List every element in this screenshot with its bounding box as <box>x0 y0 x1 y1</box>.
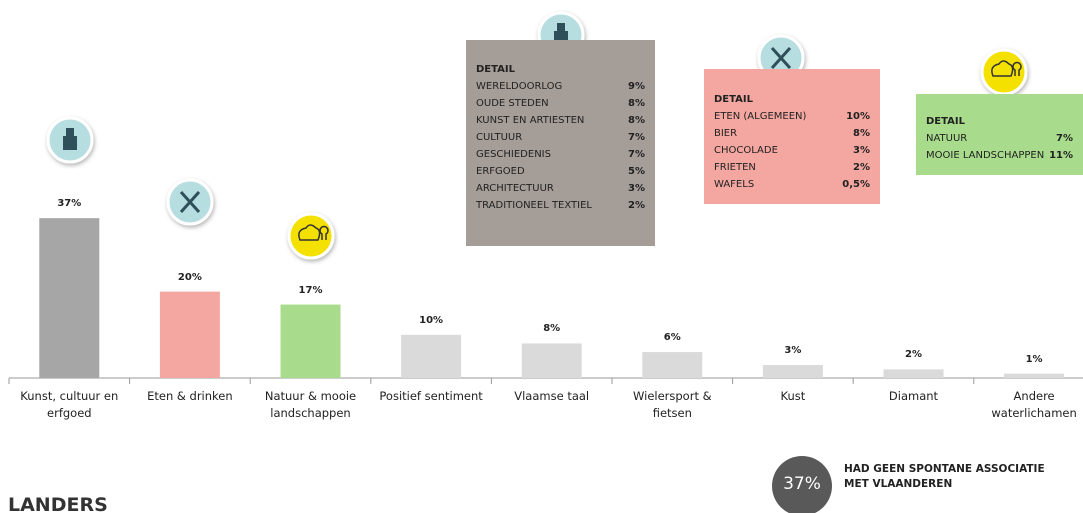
culture-glyph <box>63 128 77 150</box>
x-tick-label: Kust <box>780 389 806 403</box>
value-label: 37% <box>57 198 82 210</box>
detail-box: DETAIL WERELDOORLOG 9% OUDE STEDEN 8% KUNST E… <box>466 40 655 246</box>
detail-value: 3% <box>628 183 645 194</box>
heading: LANDERS <box>8 494 108 513</box>
detail-row: WERELDOORLOG 9% <box>476 78 645 95</box>
detail-value: 7% <box>1056 133 1073 144</box>
detail-label: CULTUUR <box>476 132 523 143</box>
detail-row: KUNST EN ARTIESTEN 8% <box>476 112 645 129</box>
value-label: 20% <box>177 271 202 283</box>
detail-value: 8% <box>853 128 870 139</box>
detail-value: 8% <box>628 115 645 126</box>
nature-icon <box>287 212 335 260</box>
stat-text: HAD GEEN SPONTANE ASSOCIATIE MET VLAANDE… <box>844 463 1045 490</box>
detail-value: 2% <box>628 200 645 211</box>
detail-row: MOOIE LANDSCHAPPEN 11% <box>926 147 1073 164</box>
food-glyph <box>770 46 792 70</box>
detail-value: 8% <box>628 98 645 109</box>
nature-glyph <box>298 224 329 241</box>
detail-label: BIER <box>714 128 738 139</box>
value-label: 2% <box>905 349 922 361</box>
detail-label: TRADITIONEEL TEXTIEL <box>476 200 592 211</box>
detail-row: CULTUUR 7% <box>476 129 645 146</box>
detail-value: 9% <box>628 81 645 92</box>
x-tick-label: Kunst, cultuur en erfgoed <box>20 389 119 420</box>
x-tick-label: Natuur & mooie landschappen <box>264 389 357 420</box>
stat-circle <box>772 456 832 513</box>
detail-label: ERFGOED <box>476 166 525 177</box>
value-label: 6% <box>663 332 681 344</box>
x-tick-label: Wielersport & fietsen <box>633 389 712 420</box>
detail-value: 7% <box>628 132 645 143</box>
detail-value: 3% <box>853 145 870 156</box>
bar <box>280 304 341 378</box>
detail-label: GESCHIEDENIS <box>476 149 551 160</box>
detail-value: 7% <box>628 149 645 160</box>
x-tick-label: Vlaamse taal <box>514 389 590 403</box>
detail-value: 11% <box>1049 150 1073 161</box>
detail-value: 0,5% <box>842 179 870 190</box>
value-label: 10% <box>419 314 444 326</box>
detail-label: ETEN (ALGEMEEN) <box>714 111 807 122</box>
detail-row: FRIETEN 2% <box>714 159 870 176</box>
value-label: 3% <box>784 345 802 357</box>
stat: 37% <box>783 474 821 494</box>
detail-label: MOOIE LANDSCHAPPEN <box>926 150 1045 161</box>
value-label: 17% <box>298 284 323 296</box>
bar <box>401 334 462 378</box>
detail-label: CHOCOLADE <box>714 145 778 156</box>
detail-title: DETAIL <box>476 64 516 75</box>
bar <box>39 218 100 378</box>
detail-label: WERELDOORLOG <box>476 81 563 92</box>
bar <box>642 352 703 378</box>
detail-row: GESCHIEDENIS 7% <box>476 146 645 163</box>
detail-row: TRADITIONEEL TEXTIEL 2% <box>476 197 645 214</box>
detail-row: ERFGOED 5% <box>476 163 645 180</box>
detail-label: WAFELS <box>714 179 755 190</box>
bar <box>883 369 944 378</box>
detail-row: BIER 8% <box>714 125 870 142</box>
detail-row: NATUUR 7% <box>926 130 1073 147</box>
nature-glyph <box>991 60 1022 77</box>
detail-row: ARCHITECTUUR 3% <box>476 180 645 197</box>
detail-title: DETAIL <box>926 116 966 127</box>
detail-value: 5% <box>628 166 645 177</box>
detail-title: DETAIL <box>714 94 754 105</box>
culture-glyph <box>554 23 568 45</box>
detail-label: ARCHITECTUUR <box>476 183 554 194</box>
detail-value: 10% <box>846 111 870 122</box>
detail-box: DETAIL NATUUR 7% MOOIE LANDSCHAPPEN 11% <box>916 94 1083 175</box>
detail-value: 2% <box>853 162 870 173</box>
x-tick-label: Diamant <box>888 389 939 403</box>
detail-row: WAFELS 0,5% <box>714 176 870 193</box>
bar <box>762 365 823 378</box>
detail-row: OUDE STEDEN 8% <box>476 95 645 112</box>
detail-label: FRIETEN <box>714 162 756 173</box>
bar <box>159 291 220 378</box>
detail-label: NATUUR <box>926 133 968 144</box>
detail-label: OUDE STEDEN <box>476 98 549 109</box>
value-label: 8% <box>543 323 561 335</box>
detail-label: KUNST EN ARTIESTEN <box>476 115 585 126</box>
detail-box: DETAIL ETEN (ALGEMEEN) 10% BIER 8% CHOCOLADE 3… <box>704 69 880 204</box>
detail-row: ETEN (ALGEMEEN) 10% <box>714 108 870 125</box>
x-tick-label: Positief sentiment <box>379 389 483 403</box>
food-glyph <box>179 190 201 214</box>
value-label: 1% <box>1025 353 1043 365</box>
detail-row: CHOCOLADE 3% <box>714 142 870 159</box>
bar <box>1004 373 1065 378</box>
x-tick-label: Eten & drinken <box>147 389 233 403</box>
bar <box>521 343 582 378</box>
x-tick-label: Andere waterlichamen <box>991 389 1077 420</box>
